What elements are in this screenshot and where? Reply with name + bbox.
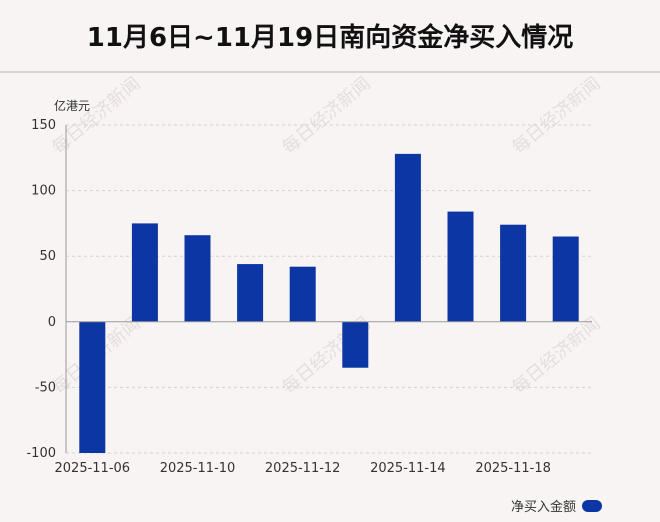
y-tick-label: 100 <box>31 184 56 199</box>
watermark-text: 每日经济新闻 <box>508 313 604 399</box>
bar <box>237 264 264 322</box>
legend-label: 净买入金额 <box>510 500 576 515</box>
bar <box>342 321 369 368</box>
bar <box>79 321 106 453</box>
watermark-text: 每日经济新闻 <box>278 73 374 159</box>
y-tick-label: -100 <box>26 446 56 461</box>
chart-title: 11月6日~11月19日南向资金净买入情况 <box>86 22 574 53</box>
x-tick-label: 2025-11-12 <box>265 461 341 476</box>
legend-swatch <box>582 499 602 512</box>
bar <box>447 211 474 322</box>
bar <box>500 224 527 322</box>
x-tick-label: 2025-11-10 <box>160 461 236 476</box>
bar <box>394 153 421 322</box>
x-tick-label: 2025-11-06 <box>55 461 131 476</box>
y-tick-label: -50 <box>35 380 56 395</box>
bars <box>79 153 579 453</box>
y-axis-unit-label: 亿港元 <box>54 98 90 113</box>
x-tick-label: 2025-11-18 <box>475 461 551 476</box>
axes <box>65 125 592 453</box>
legend: 净买入金额 <box>511 496 602 515</box>
title-divider <box>0 71 660 73</box>
bar <box>131 223 158 322</box>
y-tick-label: 50 <box>39 249 56 264</box>
bar <box>552 236 579 322</box>
watermark-text: 每日经济新闻 <box>48 73 144 159</box>
watermark-text: 每日经济新闻 <box>508 73 604 159</box>
y-tick-label: 0 <box>48 315 56 330</box>
y-tick-label: 150 <box>31 118 56 133</box>
bar <box>184 235 211 322</box>
bar <box>289 266 316 322</box>
tick-labels: -100 -50 0 50 100 150 亿港元 2025-11-06 2025-11-10 2… <box>26 98 550 476</box>
x-tick-label: 2025-11-14 <box>370 461 446 476</box>
